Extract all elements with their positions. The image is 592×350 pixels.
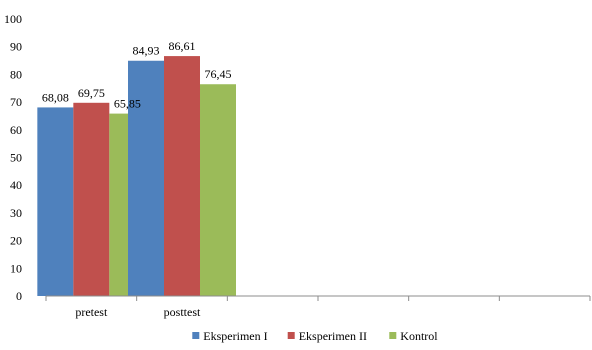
data-label: 68,08 bbox=[42, 90, 69, 104]
data-labels: 68,08 69,75 65,85 84,93 86,61 76,45 bbox=[42, 39, 232, 111]
y-tick-label: 40 bbox=[10, 178, 22, 192]
legend: Eksperimen I Eksperimen II Kontrol bbox=[192, 329, 438, 343]
legend-swatch bbox=[287, 332, 295, 339]
y-tick-label: 30 bbox=[10, 206, 22, 220]
bar-group bbox=[37, 56, 236, 297]
y-tick-label: 100 bbox=[4, 12, 22, 26]
legend-label: Kontrol bbox=[400, 329, 438, 343]
bar-pretest-1 bbox=[73, 102, 110, 296]
legend-label: Eksperimen I bbox=[203, 329, 267, 343]
y-tick-label: 0 bbox=[16, 289, 22, 303]
y-tick-label: 20 bbox=[10, 234, 22, 248]
y-tick-label: 50 bbox=[10, 151, 22, 165]
bar-posttest-0 bbox=[128, 60, 164, 297]
data-label: 69,75 bbox=[78, 86, 105, 100]
data-label: 76,45 bbox=[205, 67, 232, 81]
legend-swatch bbox=[389, 332, 397, 339]
y-tick-label: 80 bbox=[10, 67, 22, 81]
y-tick-label: 10 bbox=[10, 261, 22, 275]
y-axis: 0 10 20 30 40 50 60 70 80 90 100 bbox=[4, 12, 22, 303]
x-category-label: pretest bbox=[75, 305, 108, 319]
bar-posttest-1 bbox=[164, 56, 200, 296]
data-label: 65,85 bbox=[114, 97, 141, 111]
bar-posttest-2 bbox=[200, 84, 236, 297]
data-label: 84,93 bbox=[133, 44, 160, 58]
y-tick-label: 60 bbox=[10, 123, 22, 137]
legend-label: Eksperimen II bbox=[299, 329, 367, 343]
x-category-label: posttest bbox=[164, 305, 201, 319]
legend-swatch bbox=[192, 332, 200, 339]
x-axis: pretest posttest bbox=[45, 295, 591, 319]
y-tick-label: 70 bbox=[10, 95, 22, 109]
data-label: 86,61 bbox=[169, 39, 196, 53]
y-tick-label: 90 bbox=[10, 40, 22, 54]
bar-pretest-0 bbox=[37, 107, 74, 297]
